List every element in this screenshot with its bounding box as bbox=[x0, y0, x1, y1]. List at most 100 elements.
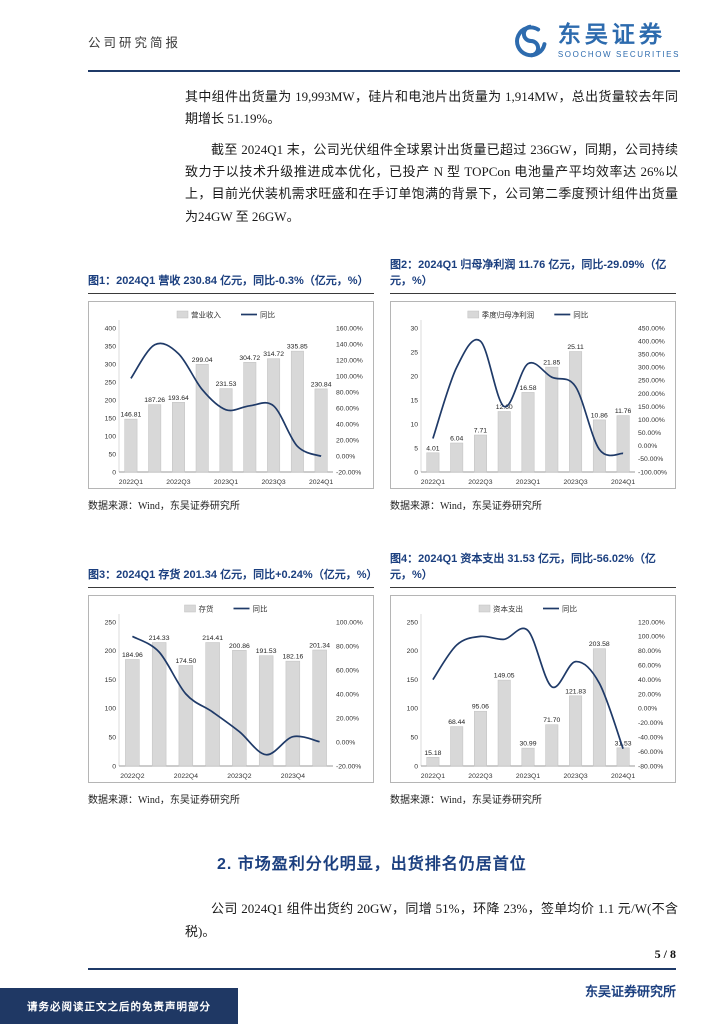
page-number: 5 / 8 bbox=[654, 947, 676, 961]
chart-title-4: 图4：2024Q1 资本支出 31.53 亿元，同比-56.02%（亿元，%） bbox=[390, 552, 676, 589]
svg-text:50: 50 bbox=[108, 735, 116, 742]
disclaimer-banner: 请务必阅读正文之后的免责声明部分 bbox=[0, 988, 238, 1024]
svg-text:400: 400 bbox=[105, 325, 117, 332]
svg-text:2023Q3: 2023Q3 bbox=[564, 773, 588, 780]
svg-text:100: 100 bbox=[105, 433, 117, 440]
svg-text:16.58: 16.58 bbox=[519, 385, 536, 392]
svg-text:250: 250 bbox=[407, 619, 419, 626]
svg-text:2023Q1: 2023Q1 bbox=[516, 773, 540, 780]
svg-text:存货: 存货 bbox=[199, 604, 214, 614]
svg-text:187.26: 187.26 bbox=[144, 397, 165, 404]
chart-source-1: 数据来源：Wind，东吴证券研究所 bbox=[88, 501, 240, 513]
svg-text:0: 0 bbox=[414, 763, 418, 770]
svg-text:100: 100 bbox=[105, 706, 117, 713]
svg-text:2023Q2: 2023Q2 bbox=[227, 773, 251, 780]
svg-text:5: 5 bbox=[414, 445, 418, 452]
svg-text:191.53: 191.53 bbox=[256, 648, 277, 655]
svg-text:同比: 同比 bbox=[562, 604, 577, 614]
svg-text:100: 100 bbox=[407, 706, 419, 713]
svg-text:50: 50 bbox=[410, 735, 418, 742]
svg-text:71.70: 71.70 bbox=[543, 717, 560, 724]
svg-text:200.00%: 200.00% bbox=[638, 391, 665, 398]
soochow-logo-icon bbox=[512, 22, 550, 60]
svg-text:184.96: 184.96 bbox=[122, 652, 143, 659]
svg-text:-20.00%: -20.00% bbox=[638, 720, 663, 727]
body-paragraph-2: 截至 2024Q1 末，公司光伏组件全球累计出货量已超过 236GW，同期，公司… bbox=[185, 141, 678, 224]
institute-label: 东吴证券研究所 bbox=[584, 984, 676, 999]
charts-grid: 图1：2024Q1 营收 230.84 亿元，同比-0.3%（亿元，%） 0 50… bbox=[88, 258, 676, 806]
svg-text:160.00%: 160.00% bbox=[336, 325, 363, 332]
svg-text:同比: 同比 bbox=[253, 604, 268, 614]
svg-text:25: 25 bbox=[410, 349, 418, 356]
svg-text:200.86: 200.86 bbox=[229, 643, 250, 650]
svg-text:250.00%: 250.00% bbox=[638, 378, 665, 385]
svg-text:0: 0 bbox=[112, 763, 116, 770]
doc-type-label: 公司研究简报 bbox=[88, 35, 182, 50]
svg-text:10: 10 bbox=[410, 421, 418, 428]
chart-canvas-2: 0 5 10 15 20 25 30 -100.00% -50.00% 0.00% 50.00% 10… bbox=[390, 301, 676, 490]
svg-text:150: 150 bbox=[105, 677, 117, 684]
svg-text:0.00%: 0.00% bbox=[638, 706, 657, 713]
brand-name-cn: 东吴证券 bbox=[557, 21, 666, 48]
svg-text:2024Q1: 2024Q1 bbox=[611, 773, 635, 780]
svg-text:2022Q3: 2022Q3 bbox=[468, 479, 492, 486]
svg-text:100.00%: 100.00% bbox=[638, 417, 665, 424]
svg-text:6.04: 6.04 bbox=[450, 436, 463, 443]
svg-text:40.00%: 40.00% bbox=[336, 691, 359, 698]
svg-text:300.00%: 300.00% bbox=[638, 365, 665, 372]
svg-text:10.86: 10.86 bbox=[591, 413, 608, 420]
svg-text:12.60: 12.60 bbox=[496, 404, 513, 411]
svg-text:2023Q1: 2023Q1 bbox=[516, 479, 540, 486]
section-paragraph: 公司 2024Q1 组件出货约 20GW，同增 51%，环降 23%，签单均价 … bbox=[185, 901, 678, 939]
chart-canvas-3: 0 50 100 150 200 250 -20.00% 0.00% 20.00% 40.00% 6… bbox=[88, 595, 374, 784]
svg-text:-80.00%: -80.00% bbox=[638, 763, 663, 770]
svg-text:20: 20 bbox=[410, 373, 418, 380]
svg-text:0: 0 bbox=[112, 469, 116, 476]
page-header: 公司研究简报 东吴证券 SOOCHOW SECURITIES bbox=[88, 22, 680, 60]
section-heading: 2. 市场盈利分化明显，出货排名仍居首位 bbox=[217, 856, 527, 874]
chart-source-3: 数据来源：Wind，东吴证券研究所 bbox=[88, 795, 240, 807]
svg-text:150.00%: 150.00% bbox=[638, 404, 665, 411]
svg-text:350: 350 bbox=[105, 343, 117, 350]
svg-text:200: 200 bbox=[105, 397, 117, 404]
chart-source-4: 数据来源：Wind，东吴证券研究所 bbox=[390, 795, 542, 807]
svg-text:100.00%: 100.00% bbox=[336, 619, 363, 626]
svg-text:203.58: 203.58 bbox=[589, 641, 610, 648]
svg-text:250: 250 bbox=[105, 379, 117, 386]
svg-text:0.00%: 0.00% bbox=[638, 443, 657, 450]
svg-text:7.71: 7.71 bbox=[474, 428, 487, 435]
svg-text:2023Q3: 2023Q3 bbox=[262, 479, 286, 486]
svg-text:50.00%: 50.00% bbox=[638, 430, 661, 437]
svg-text:40.00%: 40.00% bbox=[336, 421, 359, 428]
svg-text:146.81: 146.81 bbox=[121, 412, 142, 419]
chart-title-3: 图3：2024Q1 存货 201.34 亿元，同比+0.24%（亿元，%） bbox=[88, 552, 377, 589]
svg-text:120.00%: 120.00% bbox=[336, 357, 363, 364]
svg-text:-40.00%: -40.00% bbox=[638, 735, 663, 742]
svg-text:20.00%: 20.00% bbox=[638, 691, 661, 698]
svg-text:-100.00%: -100.00% bbox=[638, 469, 667, 476]
svg-text:50: 50 bbox=[108, 451, 116, 458]
svg-text:214.33: 214.33 bbox=[149, 635, 170, 642]
svg-text:2022Q2: 2022Q2 bbox=[120, 773, 144, 780]
svg-text:-20.00%: -20.00% bbox=[336, 469, 361, 476]
svg-text:335.85: 335.85 bbox=[287, 344, 308, 351]
svg-text:68.44: 68.44 bbox=[448, 719, 465, 726]
svg-text:2022Q1: 2022Q1 bbox=[421, 773, 445, 780]
svg-text:60.00%: 60.00% bbox=[336, 405, 359, 412]
svg-text:-60.00%: -60.00% bbox=[638, 749, 663, 756]
svg-text:140.00%: 140.00% bbox=[336, 341, 363, 348]
svg-text:同比: 同比 bbox=[573, 310, 588, 320]
svg-text:200: 200 bbox=[407, 648, 419, 655]
svg-text:2024Q1: 2024Q1 bbox=[309, 479, 333, 486]
chart-canvas-1: 0 50 100 150 200 250 300 350 400 -20.00% 0.00% 20.0… bbox=[88, 301, 374, 490]
header-divider bbox=[88, 70, 680, 72]
svg-text:231.53: 231.53 bbox=[216, 381, 237, 388]
svg-text:200: 200 bbox=[105, 648, 117, 655]
svg-text:150: 150 bbox=[407, 677, 419, 684]
svg-text:174.50: 174.50 bbox=[176, 658, 197, 665]
svg-text:250: 250 bbox=[105, 619, 117, 626]
chart-source-2: 数据来源：Wind，东吴证券研究所 bbox=[390, 501, 542, 513]
svg-text:80.00%: 80.00% bbox=[336, 643, 359, 650]
body-paragraph-1: 其中组件出货量为 19,993MW，硅片和电池片出货量为 1,914MW，总出货… bbox=[185, 89, 678, 127]
